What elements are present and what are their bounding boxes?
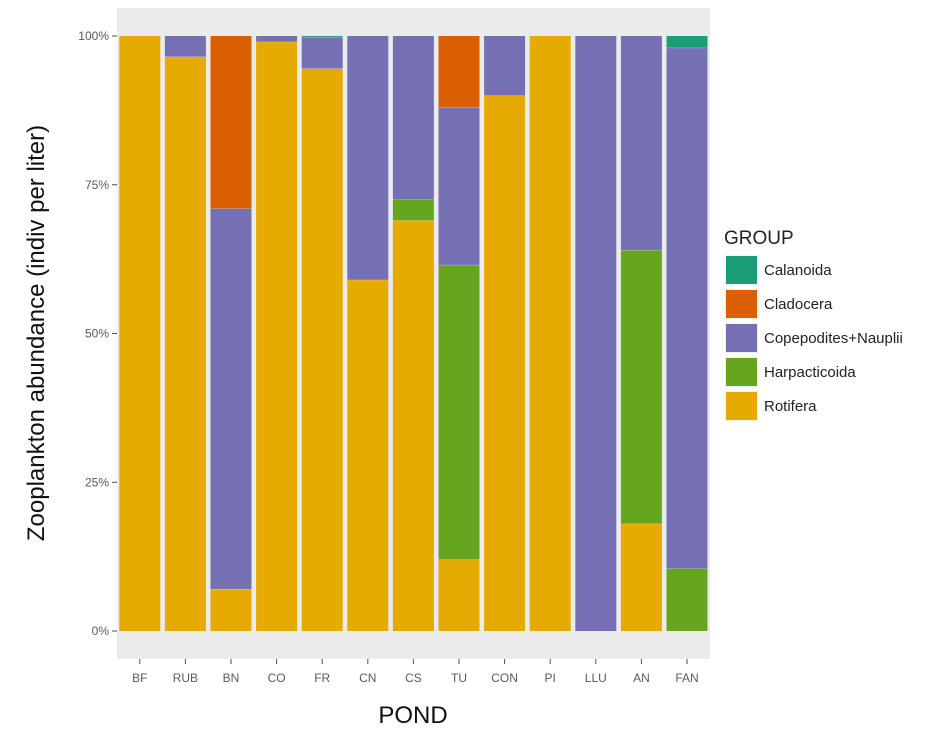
bar-segment-fan-calanoida (666, 36, 708, 48)
bar-segment-co-rotifera (256, 41, 298, 631)
x-axis-title: POND (378, 702, 447, 729)
legend-swatch-copepodites-nauplii (726, 324, 757, 352)
bar-segment-tu-cladocera (438, 36, 480, 108)
bar-segment-an-rotifera (620, 523, 662, 631)
x-tick-label-tu: TU (451, 671, 467, 685)
bar-segment-cn-copepodites-nauplii (347, 36, 389, 280)
bar-segment-fr-copepodites-nauplii (301, 37, 343, 69)
bar-segment-fr-rotifera (301, 68, 343, 632)
bar-segment-bf-rotifera (119, 36, 161, 631)
x-tick-label-llu: LLU (585, 671, 607, 685)
legend-label-rotifera: Rotifera (764, 398, 817, 415)
legend-label-cladocera: Cladocera (764, 296, 833, 313)
bar-segment-bn-copepodites-nauplii (210, 208, 252, 590)
legend-swatch-cladocera (726, 290, 757, 318)
x-tick-label-rub: RUB (173, 671, 198, 685)
legend-title: GROUP (724, 228, 794, 249)
bar-segment-fan-harpacticoida (666, 568, 708, 631)
x-tick-label-co: CO (268, 671, 286, 685)
legend: GROUP Calanoida Cladocera Copepodites+Naup… (724, 228, 903, 421)
bar-segment-llu-copepodites-nauplii (575, 36, 617, 631)
y-axis: 0% 25% 50% 75% 100% (78, 29, 117, 638)
x-tick-label-fr: FR (314, 671, 330, 685)
bar-segment-tu-rotifera (438, 559, 480, 631)
bar-segment-bn-rotifera (210, 589, 252, 631)
bar-segment-cs-rotifera (392, 220, 434, 631)
y-tick-label-75: 75% (85, 178, 109, 192)
x-tick-label-fan: FAN (675, 671, 698, 685)
x-tick-label-bf: BF (132, 671, 147, 685)
bar-segment-pi-rotifera (529, 36, 571, 631)
y-axis-title: Zooplankton abundance (indiv per liter) (23, 125, 50, 541)
legend-swatch-calanoida (726, 256, 757, 284)
bar-segment-bn-cladocera (210, 36, 252, 209)
y-tick-label-25: 25% (85, 475, 109, 489)
bar-segment-an-harpacticoida (620, 250, 662, 524)
bar-segment-rub-rotifera (164, 56, 206, 631)
legend-swatch-rotifera (726, 392, 757, 420)
x-tick-label-bn: BN (223, 671, 240, 685)
x-tick-label-pi: PI (545, 671, 556, 685)
y-tick-label-50: 50% (85, 327, 109, 341)
bar-segment-fan-copepodites-nauplii (666, 47, 708, 569)
x-tick-label-con: CON (491, 671, 518, 685)
bar-segment-cs-harpacticoida (392, 199, 434, 221)
bar-segment-tu-copepodites-nauplii (438, 107, 480, 266)
legend-label-harpacticoida: Harpacticoida (764, 364, 856, 381)
y-tick-label-0: 0% (92, 624, 110, 638)
legend-label-copepodites-nauplii: Copepodites+Nauplii (764, 330, 903, 347)
bar-segment-an-copepodites-nauplii (620, 36, 662, 251)
x-tick-label-cn: CN (359, 671, 376, 685)
bar-segment-cn-rotifera (347, 279, 389, 631)
bar-segment-tu-harpacticoida (438, 265, 480, 560)
x-tick-label-cs: CS (405, 671, 422, 685)
y-tick-label-100: 100% (78, 29, 109, 43)
bar-segment-fr-calanoida (301, 36, 343, 38)
legend-label-calanoida: Calanoida (764, 262, 832, 279)
x-tick-label-an: AN (633, 671, 650, 685)
bar-segment-rub-copepodites-nauplii (164, 36, 206, 57)
bar-segment-con-rotifera (484, 95, 526, 631)
legend-swatch-harpacticoida (726, 358, 757, 386)
bar-segment-con-copepodites-nauplii (484, 36, 526, 96)
x-axis: BF RUB BN CO FR CN CS TU CON PI LLU AN FAN (132, 659, 699, 685)
bars-layer (119, 36, 708, 632)
bar-segment-co-copepodites-nauplii (256, 36, 298, 42)
bar-segment-cs-copepodites-nauplii (392, 36, 434, 200)
